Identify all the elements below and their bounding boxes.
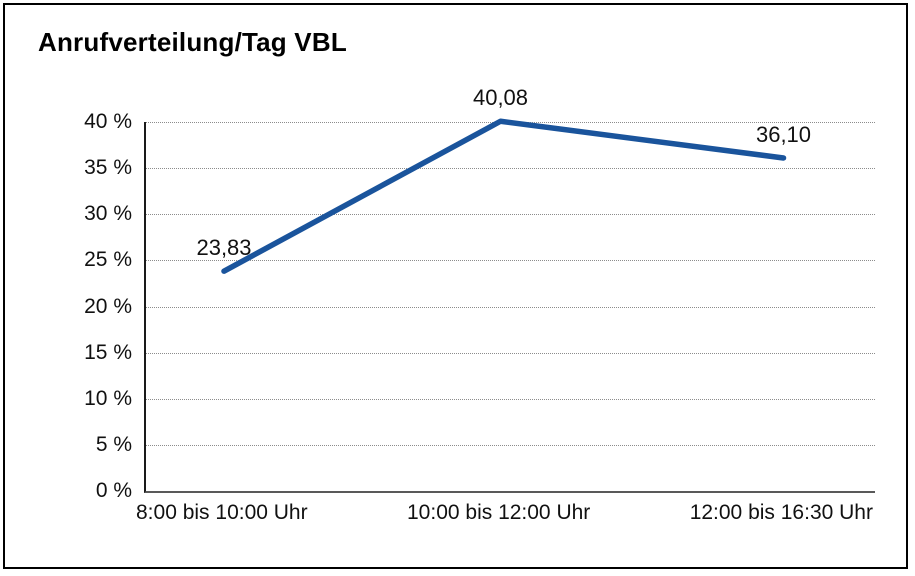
line-series-svg xyxy=(221,118,787,274)
y-tick-label-40: 40 % xyxy=(84,110,132,133)
data-point-label-3: 36,10 xyxy=(755,121,812,147)
y-tick-label-25: 25 % xyxy=(84,248,132,272)
gridline-15-percent xyxy=(146,352,875,354)
x-category-label-1: 8:00 bis 10:00 Uhr xyxy=(136,501,308,524)
gridline-10-percent xyxy=(146,398,875,400)
data-point-label-2: 40,08 xyxy=(472,85,529,111)
chart-title: Anrufverteilung/Tag VBL xyxy=(38,27,347,57)
y-tick-label-10: 10 % xyxy=(84,386,132,410)
chart-canvas: Anrufverteilung/Tag VBL 0 % 5 % 10 % 15 % 20… xyxy=(3,3,908,569)
plot-area: 23,83 40,08 36,10 xyxy=(144,85,875,493)
gridline-5-percent xyxy=(146,444,875,446)
gridline-35-percent xyxy=(146,168,875,170)
y-tick-label-0: 0 % xyxy=(95,479,132,502)
y-tick-label-35: 35 % xyxy=(84,156,132,180)
y-tick-label-30: 30 % xyxy=(84,202,132,226)
x-category-label-2: 10:00 bis 12:00 Uhr xyxy=(407,501,591,524)
y-tick-label-5: 5 % xyxy=(95,432,132,456)
data-point-label-1: 23,83 xyxy=(196,235,252,261)
y-tick-label-15: 15 % xyxy=(84,340,132,364)
gridline-30-percent xyxy=(146,214,875,216)
y-tick-label-20: 20 % xyxy=(84,294,132,318)
data-line xyxy=(221,118,787,274)
gridline-20-percent xyxy=(146,306,875,308)
x-category-label-3: 12:00 bis 16:30 Uhr xyxy=(689,501,873,524)
x-axis-labels: 8:00 bis 10:00 Uhr 10:00 bis 12:00 Uhr 12:… xyxy=(136,501,873,525)
gridline-25-percent xyxy=(146,260,875,262)
